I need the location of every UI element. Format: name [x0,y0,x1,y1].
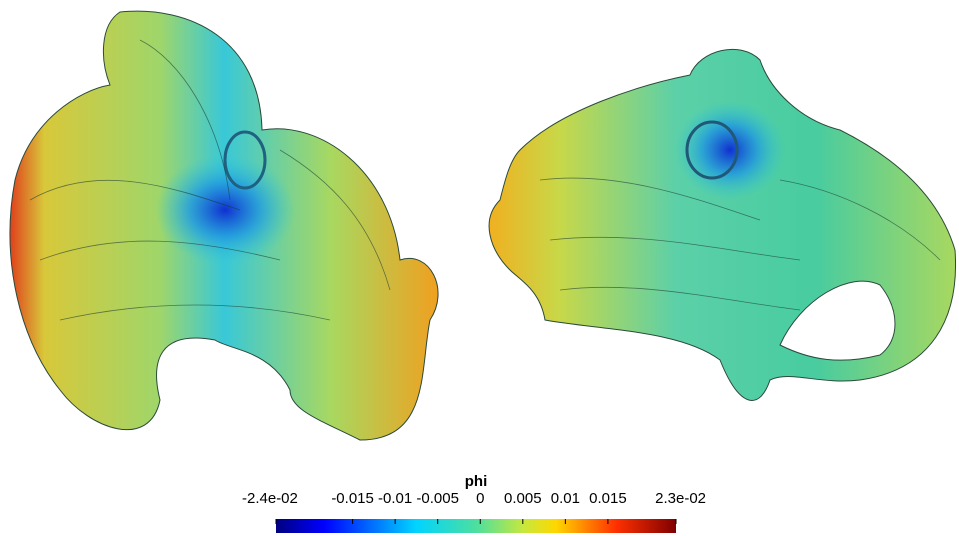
render-view: phi -2.4e-02 -0.015-0.01-0.005 0 0.005 0.01 0… [0,0,959,536]
colorbar-title: phi [465,473,488,490]
colorbar: phi -2.4e-02 -0.015-0.01-0.005 0 0.005 0.01 0… [242,473,706,533]
colorbar-tick-label: -0.01 [378,490,412,507]
colorbar-tick-label: -0.015 [331,490,374,507]
right-surface [489,49,955,400]
colorbar-tick-label: 0 [476,490,484,507]
left-surface [10,11,438,440]
colorbar-tick-label: 0.005 [504,490,542,507]
colorbar-tick-label: 2.3e-02 [655,490,706,507]
colorbar-tick-label: 0.01 [551,490,580,507]
colorbar-tick-label: -2.4e-02 [242,490,298,507]
colorbar-tick-label: -0.005 [416,490,459,507]
colorbar-ramp [276,519,676,533]
colorbar-tick-label: 0.015 [589,490,627,507]
